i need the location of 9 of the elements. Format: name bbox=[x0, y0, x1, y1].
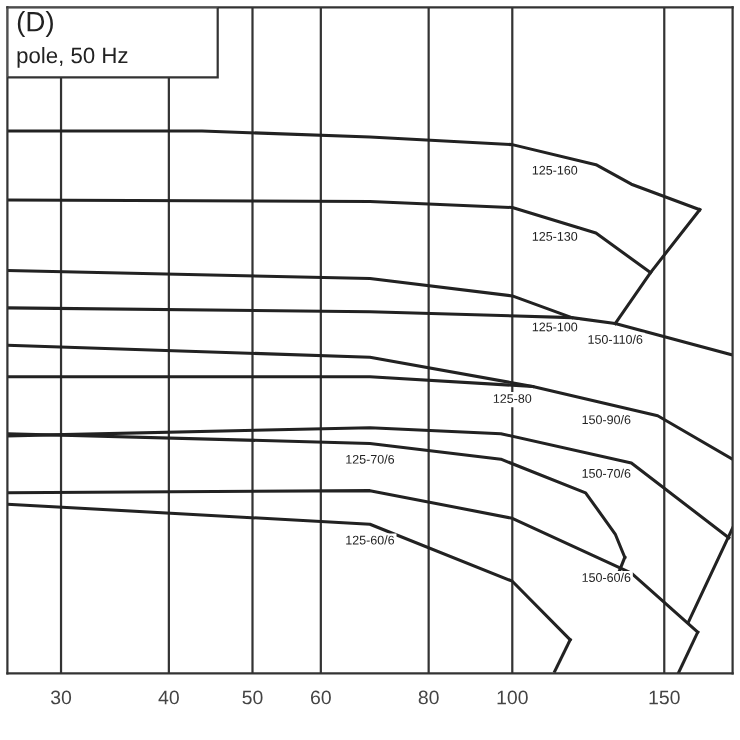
x-tick-label: 30 bbox=[50, 690, 72, 705]
x-tick-label: 80 bbox=[418, 690, 439, 705]
chart-title: (D) bbox=[17, 11, 53, 37]
x-tick-label: 150 bbox=[649, 690, 680, 705]
x-tick-label: 100 bbox=[497, 690, 528, 705]
x-tick-label: 50 bbox=[242, 690, 263, 705]
chart-subtitle: pole, 50 Hz bbox=[17, 46, 128, 68]
x-tick-label: 40 bbox=[158, 690, 179, 705]
x-tick-label: 60 bbox=[311, 690, 331, 705]
